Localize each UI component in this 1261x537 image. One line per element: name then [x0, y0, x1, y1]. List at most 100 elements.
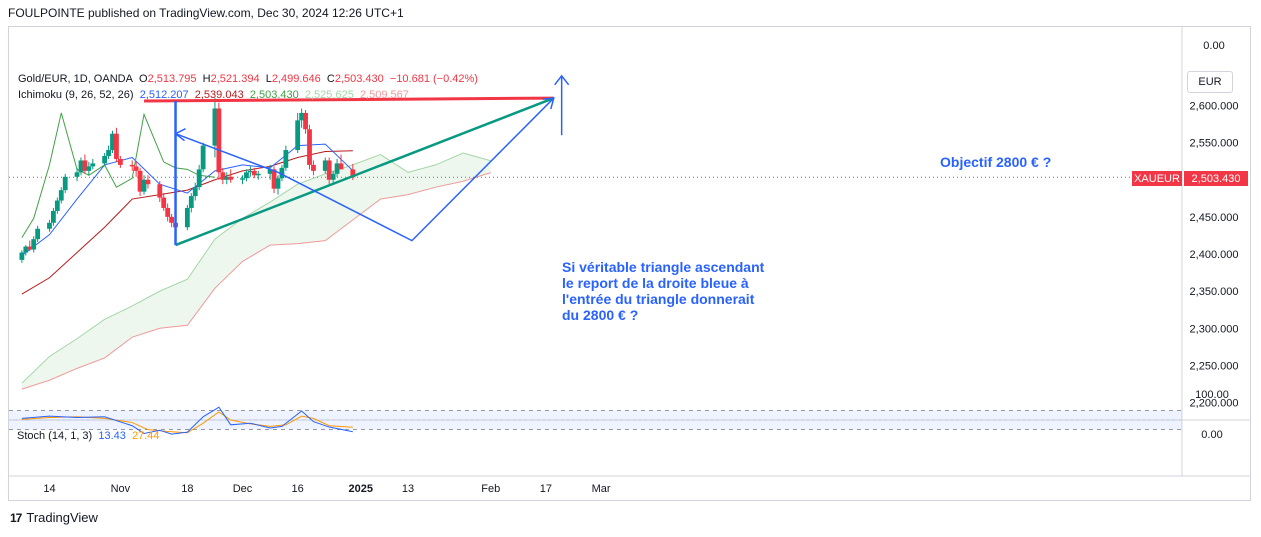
candle-body — [106, 150, 111, 156]
candle-body — [283, 150, 289, 168]
candle-body — [220, 172, 226, 180]
candle — [129, 160, 135, 171]
candle-body — [192, 187, 198, 197]
candle — [267, 164, 273, 180]
candle — [334, 158, 340, 177]
candle-body — [19, 252, 25, 260]
open-label: O — [139, 73, 148, 85]
time-tick-label: Mar — [592, 483, 611, 495]
candle — [244, 169, 249, 182]
candle — [330, 170, 336, 185]
candle — [137, 167, 143, 197]
arrow-head — [542, 97, 555, 110]
candle-body — [184, 207, 190, 228]
high-value: 2,521.394 — [210, 73, 260, 85]
candle — [311, 160, 316, 176]
candle-body — [145, 179, 151, 185]
candle-body — [74, 172, 80, 177]
candle — [224, 172, 230, 185]
candle-body — [117, 158, 123, 165]
candle-body — [188, 196, 194, 208]
tenkan-value: 2,512.207 — [139, 89, 189, 101]
time-tick-label: Dec — [233, 483, 253, 495]
stoch-d-value: 27.44 — [132, 430, 160, 442]
candle-body — [102, 155, 108, 164]
candle — [86, 161, 92, 176]
candle — [78, 157, 84, 176]
time-axis: 14 Nov 18 Dec 16 2025 13 Feb 17 Mar — [43, 483, 611, 495]
projection-path — [175, 97, 555, 242]
candle-body — [165, 207, 171, 217]
candle — [169, 213, 174, 228]
candle-body — [267, 169, 273, 174]
ichimoku-legend[interactable]: Ichimoku (9, 26, 52, 26) 2,512.207 2,539… — [18, 89, 409, 101]
candle — [23, 245, 29, 256]
symbol-name: Gold/EUR, 1D, OANDA — [18, 73, 133, 85]
price-axis: 0.002,600.0002,550.0002,500.0002,450.000… — [1190, 40, 1239, 441]
price-tick-label: 0.00 — [1203, 40, 1224, 52]
candle-body — [137, 170, 143, 192]
candle — [255, 170, 261, 180]
candle-body — [228, 176, 234, 180]
candle-body — [326, 160, 332, 180]
candle-body — [271, 169, 277, 189]
support-line — [175, 96, 555, 247]
candle — [192, 182, 198, 201]
candle-body — [86, 166, 92, 171]
stoch-label: Stoch (14, 1, 3) — [17, 430, 93, 442]
candle — [307, 124, 312, 170]
kijun-line — [21, 150, 353, 295]
low-value: 2,499.646 — [271, 73, 321, 85]
time-tick-label: 17 — [540, 483, 552, 495]
candle — [82, 154, 88, 174]
candle-body — [62, 176, 68, 191]
cloud-fill — [21, 153, 491, 390]
candle — [299, 108, 305, 128]
candle — [51, 207, 56, 226]
chikou-value: 2,503.430 — [249, 89, 299, 101]
candle — [110, 130, 115, 154]
stoch-legend[interactable]: Stoch (14, 1, 3) 13.43 27.44 — [17, 430, 160, 442]
candle — [102, 153, 108, 167]
note-line: du 2800 € ? — [562, 307, 639, 323]
candle — [35, 225, 41, 243]
candle-body — [157, 184, 163, 198]
span-b-line — [21, 172, 491, 390]
triangle-note: Si véritable triangle ascendant le repor… — [562, 259, 764, 323]
candle-body — [51, 210, 56, 223]
candle-body — [303, 112, 308, 130]
candle-body — [307, 129, 312, 165]
candle-body — [311, 164, 316, 171]
candle-body — [334, 163, 340, 174]
ichimoku-cloud — [21, 152, 491, 390]
low-label: L — [265, 73, 272, 85]
candle-body — [133, 166, 139, 171]
stoch-band — [9, 410, 1182, 430]
arrow-head — [174, 128, 186, 142]
symbol-legend: Gold/EUR, 1D, OANDA O2,513.795 H2,521.39… — [18, 73, 478, 85]
candle-body — [216, 108, 222, 173]
candle-body — [82, 160, 88, 171]
candle — [157, 181, 163, 203]
candle-body — [224, 176, 230, 180]
candle — [161, 193, 167, 211]
candle-body — [35, 228, 41, 240]
grid — [9, 27, 1250, 477]
close-label: C — [326, 73, 335, 85]
candle — [322, 157, 328, 174]
time-tick-label: 13 — [402, 483, 414, 495]
candle — [212, 98, 218, 158]
candle-body — [295, 120, 301, 151]
candle-body — [31, 239, 37, 250]
currency-button[interactable]: EUR — [1187, 71, 1233, 93]
candle — [200, 142, 206, 173]
candle — [141, 175, 147, 195]
candle — [114, 127, 119, 162]
candles — [19, 98, 356, 263]
candle — [184, 204, 190, 231]
stoch-tick-label: 100.00 — [1195, 389, 1229, 401]
candle — [19, 250, 25, 263]
candle — [216, 102, 222, 180]
candle — [165, 203, 171, 222]
